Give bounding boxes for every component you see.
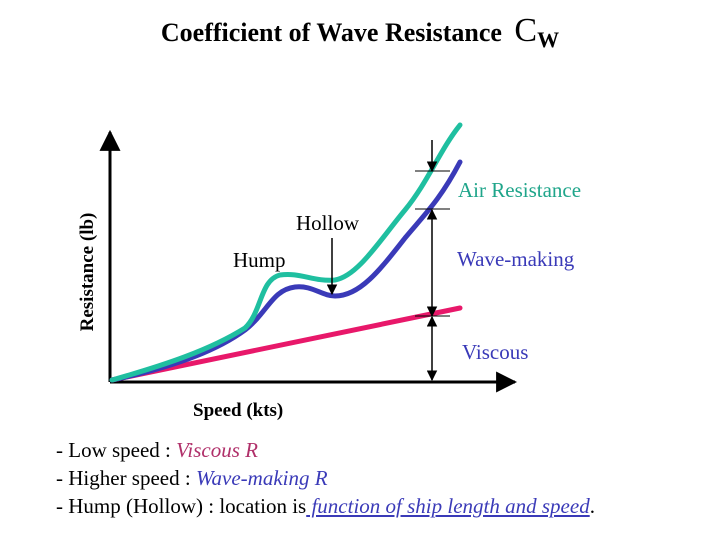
viscous-label: Viscous [462, 340, 529, 364]
wave-making-label: Wave-making [457, 247, 575, 271]
wave-making-curve [109, 159, 463, 383]
page-title: Coefficient of Wave Resistance CW [0, 12, 720, 53]
air-resistance-label: Air Resistance [458, 178, 582, 202]
y-axis-label: Resistance (lb) [77, 212, 98, 332]
title-subscript: W [537, 27, 560, 52]
title-text: Coefficient of Wave Resistance [160, 18, 509, 47]
note-higher-speed: - Higher speed : Wave-making R [56, 466, 328, 490]
hump-label: Hump [233, 248, 286, 272]
viscous-r-text: Viscous R [176, 438, 258, 462]
notes-list: - Low speed : Viscous R - Higher speed :… [56, 436, 595, 520]
wave-making-r-text: Wave-making R [195, 466, 328, 490]
function-of-length-speed-link[interactable]: function of ship length and speed [306, 494, 590, 518]
total-resistance-curve [109, 122, 463, 383]
x-axis-label: Speed (kts) [193, 400, 284, 421]
viscous-curve [109, 305, 463, 383]
hollow-label: Hollow [296, 211, 359, 235]
title-symbol: C [514, 12, 538, 49]
note-low-speed: - Low speed : Viscous R [56, 438, 258, 462]
note-hump-hollow: - Hump (Hollow) : location is function o… [56, 494, 595, 518]
